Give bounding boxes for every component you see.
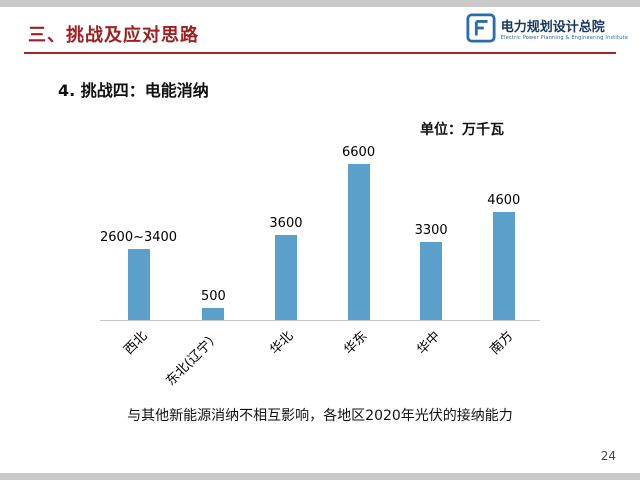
bar-column: 500 — [177, 289, 250, 320]
page-number: 24 — [600, 449, 616, 463]
bar — [492, 212, 515, 320]
bar-column: 3600 — [250, 216, 323, 320]
category-label-cell: 华北 — [247, 321, 320, 383]
bar-value-label: 500 — [200, 289, 226, 304]
bar-chart: 2600~3400 500 3600 6600 3300 4600 西北 东北(辽宁） 华北 华… — [100, 135, 540, 389]
category-label: 南方 — [487, 328, 517, 358]
category-label: 华中 — [414, 328, 444, 358]
chart-unit-label: 单位：万千瓦 — [420, 122, 504, 138]
chart-categories: 西北 东北(辽宁） 华北 华东 华中 南方 — [100, 321, 540, 389]
slide-caption: 与其他新能源消纳不相互影响，各地区2020年光伏的接纳能力 — [127, 408, 513, 424]
bar-column: 3300 — [395, 223, 468, 320]
category-label: 华东 — [341, 328, 371, 358]
bar — [347, 164, 370, 320]
category-label: 西北 — [121, 328, 151, 358]
category-label-cell: 华东 — [320, 321, 393, 383]
category-label-cell: 东北(辽宁） — [163, 321, 246, 389]
bar-column: 2600~3400 — [100, 230, 177, 320]
logo: 电力规划设计总院 Electric Power Planning & Engin… — [466, 13, 628, 43]
bar-value-label: 3300 — [414, 223, 448, 238]
bar — [127, 249, 150, 320]
logo-name: 电力规划设计总院 — [500, 19, 605, 35]
logo-text: 电力规划设计总院 Electric Power Planning & Engin… — [501, 16, 628, 41]
bar — [420, 242, 443, 320]
bar-value-label: 2600~3400 — [100, 230, 178, 245]
bar — [274, 235, 297, 320]
slide: 三、挑战及应对思路 电力规划设计总院 Electric Power Planni… — [0, 7, 640, 473]
category-label-cell: 华中 — [393, 321, 466, 383]
bar-column: 6600 — [322, 145, 395, 320]
bar-value-label: 3600 — [269, 216, 303, 231]
logo-icon — [466, 13, 496, 43]
slide-subtitle: 4. 挑战四：电能消纳 — [58, 81, 209, 100]
bar-column: 4600 — [467, 193, 540, 320]
category-label-cell: 南方 — [467, 321, 540, 383]
bar-value-label: 6600 — [342, 145, 376, 160]
bar — [202, 308, 225, 320]
header-divider — [24, 52, 616, 54]
chart-bars: 2600~3400 500 3600 6600 3300 4600 — [100, 135, 540, 321]
logo-subtitle: Electric Power Planning & Engineering In… — [500, 34, 628, 41]
category-label: 华北 — [267, 328, 297, 358]
slide-section-title: 三、挑战及应对思路 — [28, 25, 199, 46]
bar-value-label: 4600 — [487, 193, 521, 208]
